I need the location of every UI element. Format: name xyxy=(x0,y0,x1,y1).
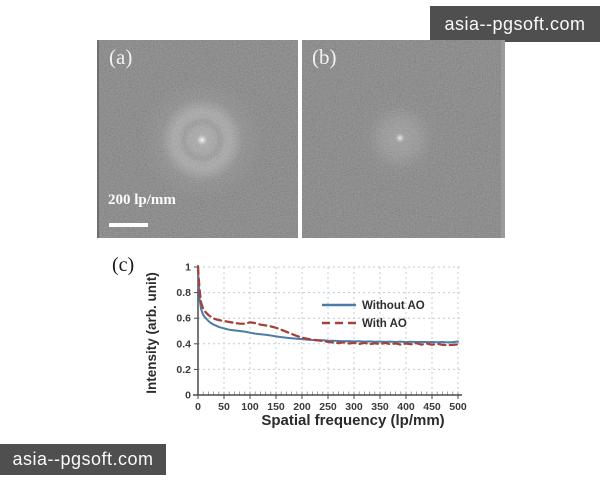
y-tick-label: 0.4 xyxy=(176,338,191,350)
x-tick-label: 200 xyxy=(293,401,311,413)
series-line-with-ao xyxy=(196,265,460,347)
panel-b-label: (b) xyxy=(312,45,337,69)
watermark-top-right: asia--pgsoft.com xyxy=(430,6,600,42)
y-axis-title: Intensity (arb. unit) xyxy=(144,272,159,394)
panel-c-chart: (c) 0 50 100 150 200 250 300 350 400 450 500 0 0.2 0.… xyxy=(100,248,530,458)
x-axis-title: Spatial frequency (lp/mm) xyxy=(261,412,445,429)
x-tick-label: 400 xyxy=(397,401,415,413)
x-tick-label: 150 xyxy=(267,401,285,413)
x-tick-label: 350 xyxy=(371,401,389,413)
y-tick-label: 0.6 xyxy=(176,313,191,325)
panel-a-label: (a) xyxy=(109,45,133,69)
x-tick-label: 0 xyxy=(195,401,201,413)
y-tick-label: 1 xyxy=(185,262,191,274)
y-tick-label: 0.2 xyxy=(176,364,191,376)
panel-a-spectrum-image: (a) 200 lp/mm xyxy=(97,40,298,238)
y-tick-label: 0 xyxy=(185,390,191,402)
legend-label: Without AO xyxy=(362,300,425,312)
x-tick-label: 50 xyxy=(218,401,230,413)
panel-b-spectrum-image: (b) xyxy=(302,40,505,238)
legend-label: With AO xyxy=(362,318,407,330)
diffraction-spot xyxy=(302,40,501,238)
panel-c-label: (c) xyxy=(112,254,135,276)
x-tick-label: 300 xyxy=(345,401,363,413)
intensity-vs-frequency-plot: 0 50 100 150 200 250 300 350 400 450 500 0 0.2 0.4 0.6… xyxy=(176,262,467,414)
scale-bar xyxy=(109,223,148,227)
watermark-bottom-left: asia--pgsoft.com xyxy=(0,444,166,475)
scale-bar-label: 200 lp/mm xyxy=(108,192,176,208)
x-tick-label: 250 xyxy=(319,401,337,413)
x-tick-label: 500 xyxy=(449,401,467,413)
x-tick-label: 450 xyxy=(423,401,441,413)
x-tick-label: 100 xyxy=(241,401,259,413)
y-tick-label: 0.8 xyxy=(176,287,191,299)
diffraction-halo xyxy=(99,40,298,238)
